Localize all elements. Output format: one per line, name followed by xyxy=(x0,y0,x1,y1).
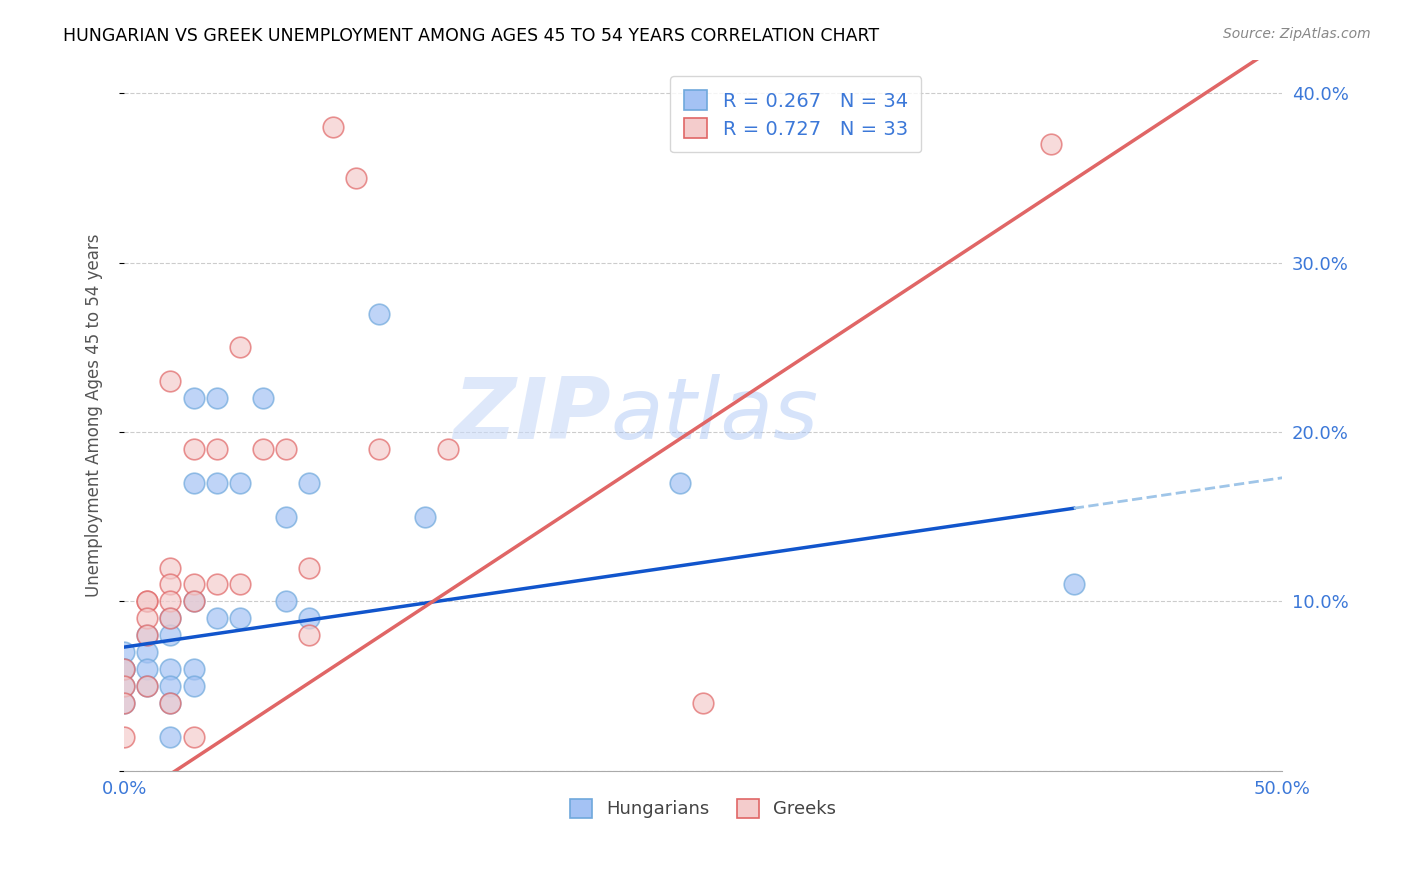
Point xyxy=(183,594,205,608)
Y-axis label: Unemployment Among Ages 45 to 54 years: Unemployment Among Ages 45 to 54 years xyxy=(86,234,103,597)
Point xyxy=(112,662,135,676)
Point xyxy=(322,120,344,135)
Point xyxy=(136,645,159,659)
Point xyxy=(136,594,159,608)
Point xyxy=(229,475,252,490)
Point xyxy=(159,696,181,710)
Point xyxy=(183,662,205,676)
Point xyxy=(159,662,181,676)
Point xyxy=(252,391,274,405)
Point xyxy=(183,391,205,405)
Point xyxy=(229,340,252,354)
Text: atlas: atlas xyxy=(610,374,818,457)
Point xyxy=(413,509,436,524)
Point xyxy=(229,611,252,625)
Point xyxy=(183,679,205,693)
Point xyxy=(205,611,228,625)
Point xyxy=(298,611,321,625)
Point xyxy=(136,611,159,625)
Point xyxy=(159,560,181,574)
Point xyxy=(112,679,135,693)
Point xyxy=(112,696,135,710)
Point xyxy=(692,696,714,710)
Point xyxy=(136,594,159,608)
Point xyxy=(112,662,135,676)
Point xyxy=(344,171,367,186)
Point xyxy=(159,611,181,625)
Point xyxy=(159,696,181,710)
Point xyxy=(183,730,205,744)
Point xyxy=(205,577,228,591)
Point xyxy=(183,475,205,490)
Point xyxy=(669,475,692,490)
Point xyxy=(112,679,135,693)
Point xyxy=(276,594,298,608)
Text: Source: ZipAtlas.com: Source: ZipAtlas.com xyxy=(1223,27,1371,41)
Point xyxy=(159,611,181,625)
Point xyxy=(136,662,159,676)
Point xyxy=(136,628,159,642)
Point xyxy=(159,679,181,693)
Point xyxy=(367,307,389,321)
Point xyxy=(183,442,205,456)
Point xyxy=(1063,577,1085,591)
Point xyxy=(298,560,321,574)
Point xyxy=(276,442,298,456)
Point xyxy=(136,628,159,642)
Point xyxy=(136,679,159,693)
Text: ZIP: ZIP xyxy=(453,374,610,457)
Point xyxy=(183,577,205,591)
Point xyxy=(159,730,181,744)
Point xyxy=(159,628,181,642)
Text: HUNGARIAN VS GREEK UNEMPLOYMENT AMONG AGES 45 TO 54 YEARS CORRELATION CHART: HUNGARIAN VS GREEK UNEMPLOYMENT AMONG AG… xyxy=(63,27,879,45)
Point xyxy=(437,442,460,456)
Point xyxy=(136,679,159,693)
Point xyxy=(159,577,181,591)
Point xyxy=(205,442,228,456)
Point xyxy=(112,662,135,676)
Point xyxy=(159,594,181,608)
Point xyxy=(367,442,389,456)
Point xyxy=(276,509,298,524)
Point xyxy=(1039,137,1062,152)
Point xyxy=(298,475,321,490)
Point xyxy=(252,442,274,456)
Point xyxy=(159,374,181,388)
Point xyxy=(205,391,228,405)
Point xyxy=(205,475,228,490)
Point xyxy=(112,696,135,710)
Point xyxy=(112,645,135,659)
Legend: Hungarians, Greeks: Hungarians, Greeks xyxy=(564,792,844,826)
Point xyxy=(298,628,321,642)
Point xyxy=(229,577,252,591)
Point xyxy=(112,730,135,744)
Point xyxy=(183,594,205,608)
